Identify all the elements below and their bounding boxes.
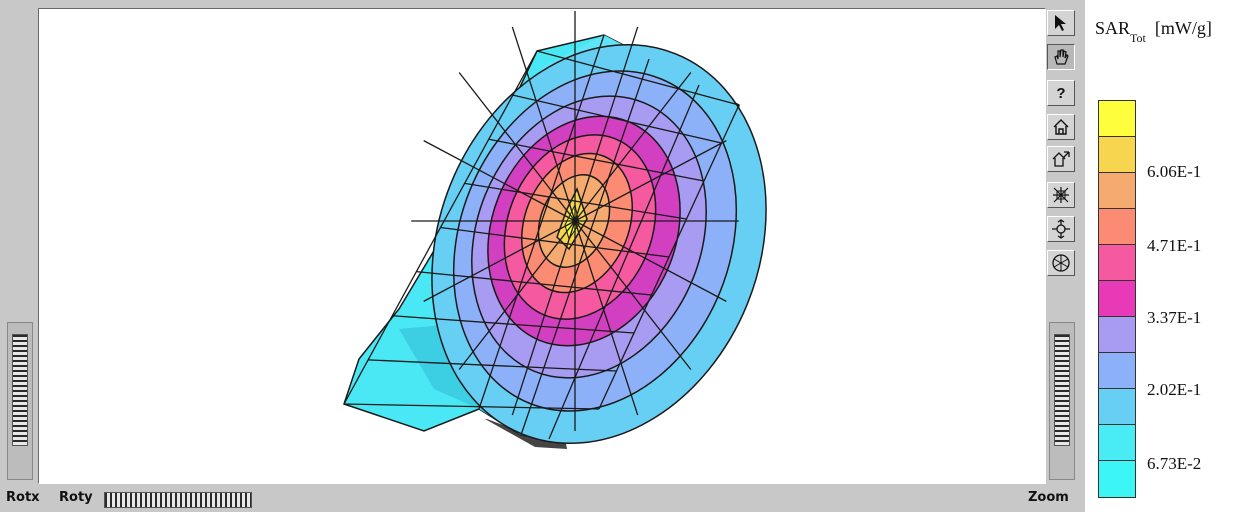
legend-tick-label: 6.06E-1	[1147, 162, 1202, 181]
pointer-arrow-button[interactable]	[1047, 10, 1075, 36]
legend-swatch	[1098, 136, 1136, 174]
3d-viewport[interactable]	[38, 8, 1046, 484]
projection-button[interactable]	[1047, 250, 1075, 276]
help-icon: ?	[1056, 84, 1066, 102]
roty-thumbwheel[interactable]	[104, 492, 252, 508]
legend-tick-label: 3.37E-1	[1147, 308, 1202, 327]
legend-title-main: SAR	[1095, 18, 1131, 38]
seek-icon	[1052, 219, 1070, 239]
sar-mesh-render	[343, 11, 767, 449]
legend-swatch	[1098, 208, 1136, 246]
zoom-thumbwheel[interactable]	[1054, 334, 1070, 446]
legend-swatch	[1098, 460, 1136, 498]
home-button[interactable]	[1047, 114, 1075, 140]
legend-tick-label: 2.02E-1	[1147, 380, 1202, 399]
legend-swatch	[1098, 244, 1136, 282]
help-button[interactable]: ?	[1047, 80, 1075, 106]
view-mode-button[interactable]	[1047, 44, 1075, 70]
set-home-button[interactable]	[1047, 146, 1075, 172]
home-icon	[1053, 119, 1069, 135]
roty-label: Roty	[59, 490, 93, 505]
set-home-icon	[1052, 151, 1070, 167]
view-all-icon	[1053, 187, 1069, 203]
legend-swatch	[1098, 352, 1136, 390]
legend-tick-label: 4.71E-1	[1147, 236, 1202, 255]
hand-view-icon	[1054, 49, 1069, 65]
legend-title-sub: Tot	[1130, 31, 1146, 45]
projection-icon	[1052, 254, 1070, 272]
rotx-label: Rotx	[6, 490, 40, 505]
examiner-viewer: Rotx Roty Zoom ?	[0, 0, 1085, 512]
legend-title: SARTot [mW/g]	[1095, 18, 1212, 46]
view-all-button[interactable]	[1047, 182, 1075, 208]
rotx-thumbwheel[interactable]	[12, 334, 28, 446]
pointer-arrow-icon	[1055, 15, 1066, 31]
legend-swatch	[1098, 280, 1136, 318]
legend-swatch	[1098, 388, 1136, 426]
legend-swatch	[1098, 172, 1136, 210]
seek-button[interactable]	[1047, 216, 1075, 242]
legend-tick-label: 6.73E-2	[1147, 454, 1202, 473]
legend-swatch	[1098, 316, 1136, 354]
sar-legend: SARTot [mW/g] 6.06E-1 4.71E-1 3.37E-1 2.…	[1085, 0, 1250, 512]
zoom-label: Zoom	[1028, 490, 1069, 505]
legend-color-bar	[1098, 100, 1136, 500]
legend-swatch	[1098, 424, 1136, 462]
legend-unit: [mW/g]	[1154, 18, 1212, 38]
legend-swatch	[1098, 100, 1136, 138]
